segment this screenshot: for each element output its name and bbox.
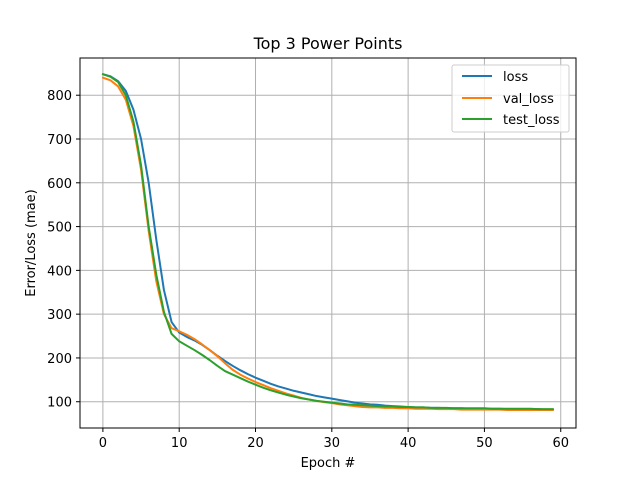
y-tick-label: 800 (47, 89, 72, 104)
legend-label-loss: loss (503, 70, 528, 85)
legend-box (451, 64, 570, 133)
x-axis-label: Epoch # (301, 456, 356, 471)
plot-frame (79, 57, 577, 429)
legend-label-test-loss: test_loss (503, 113, 560, 128)
legend-label-val-loss: val_loss (503, 92, 554, 107)
x-tick-label: 40 (400, 436, 417, 451)
x-tick-label: 0 (99, 436, 107, 451)
y-tick-label: 500 (47, 221, 72, 236)
series-line-test-loss (101, 73, 555, 411)
y-tick-label: 300 (47, 308, 72, 323)
y-tick-label: 600 (47, 177, 72, 192)
y-tick-label: 700 (47, 133, 72, 148)
y-axis-label: Error/Loss (mae) (24, 189, 39, 297)
y-tick-label: 400 (47, 264, 72, 279)
x-axis-ticks: 0 10 20 30 40 50 60 (99, 428, 569, 451)
legend: loss val_loss test_loss (451, 64, 570, 133)
x-tick-label: 60 (552, 436, 569, 451)
y-axis-ticks: 100 200 300 400 500 600 700 800 (47, 89, 80, 411)
y-tick-label: 100 (47, 396, 72, 411)
y-tick-label: 200 (47, 352, 72, 367)
x-tick-label: 20 (247, 436, 264, 451)
chart-title: Top 3 Power Points (253, 34, 403, 53)
x-tick-label: 30 (324, 436, 341, 451)
x-tick-label: 50 (476, 436, 493, 451)
series-lines (101, 73, 555, 412)
x-tick-label: 10 (171, 436, 188, 451)
